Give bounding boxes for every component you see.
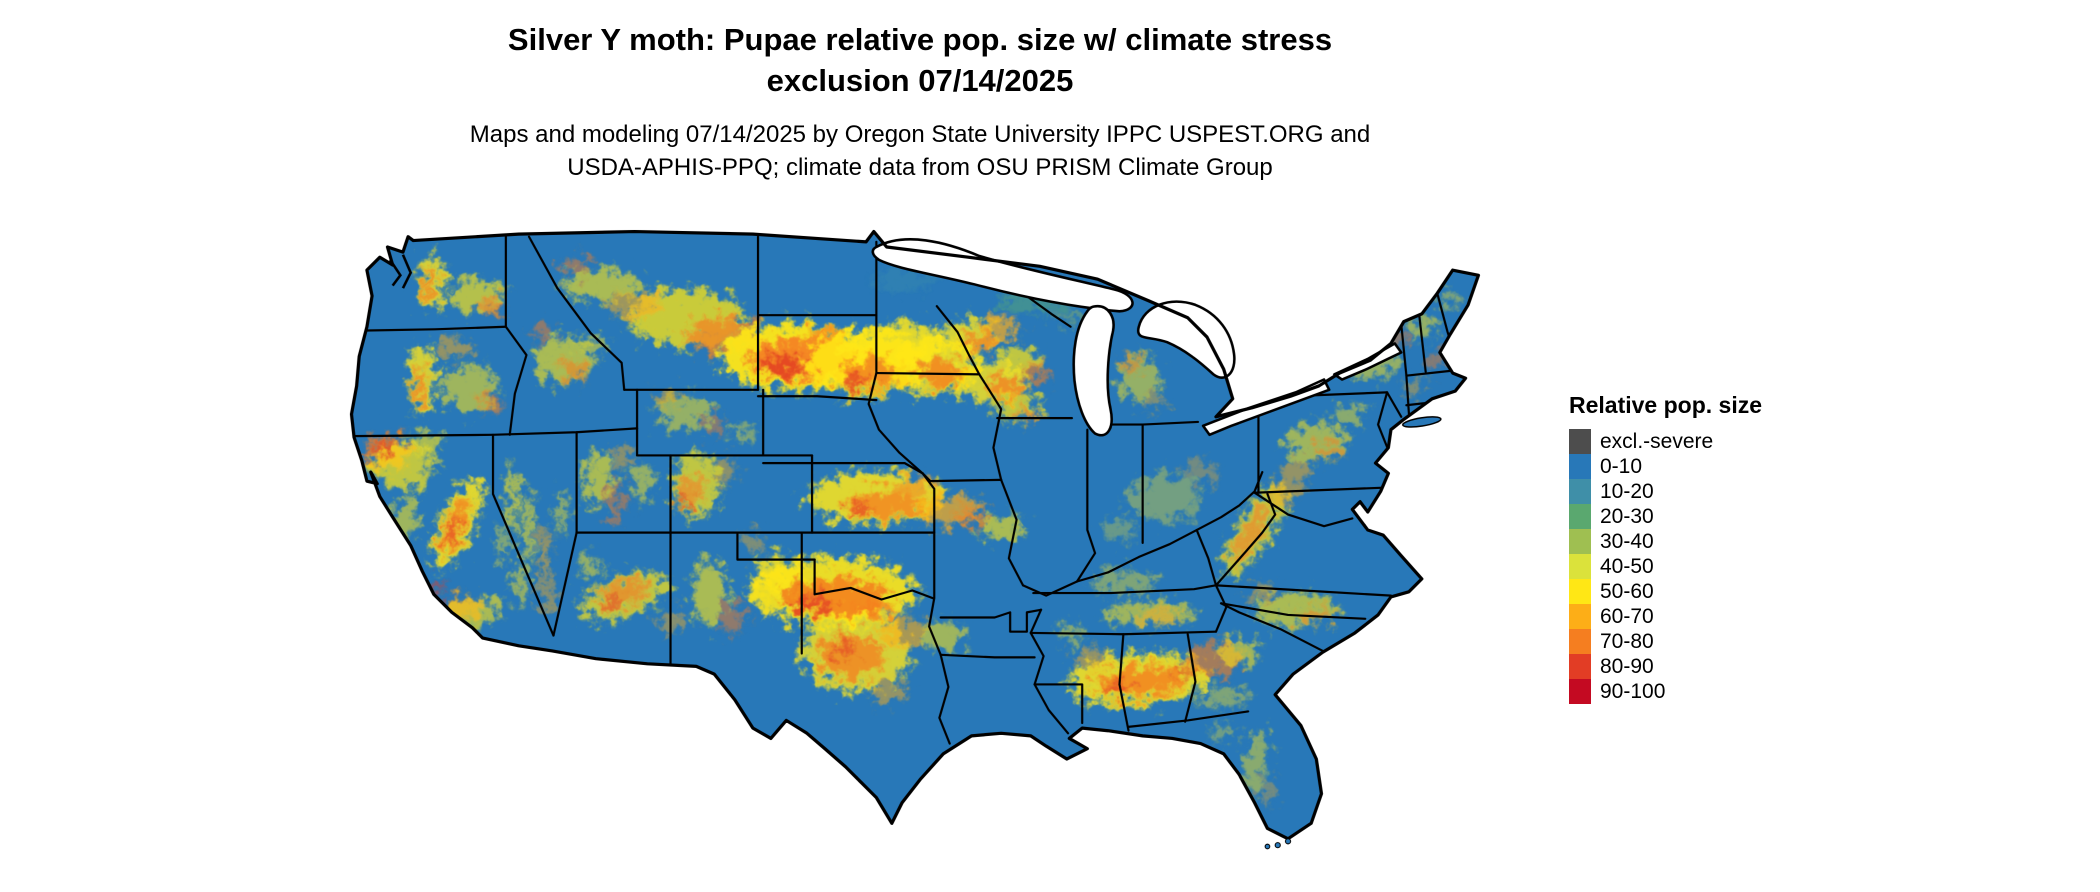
legend-swatch bbox=[1569, 629, 1591, 654]
legend-title: Relative pop. size bbox=[1569, 392, 1763, 418]
legend-label: 10-20 bbox=[1600, 480, 1654, 503]
puget-sound-icon bbox=[388, 254, 413, 289]
legend-item: 90-100 bbox=[1569, 679, 1762, 704]
legend-item: 40-50 bbox=[1569, 554, 1762, 579]
lake-michigan bbox=[1072, 304, 1115, 437]
conus-map-svg bbox=[349, 229, 1481, 850]
legend-swatch bbox=[1569, 504, 1591, 529]
figure-subtitle-line1: Maps and modeling 07/14/2025 by Oregon S… bbox=[469, 120, 1371, 148]
conus-map bbox=[300, 190, 1535, 870]
long-island bbox=[1401, 416, 1442, 428]
legend-item: 70-80 bbox=[1569, 629, 1762, 654]
legend-item: excl.-severe bbox=[1569, 429, 1762, 454]
legend-item: 20-30 bbox=[1569, 504, 1762, 529]
figure-header: Silver Y moth: Pupae relative pop. size … bbox=[150, 20, 1690, 185]
legend-swatch bbox=[1569, 479, 1591, 504]
legend-label: excl.-severe bbox=[1600, 430, 1714, 453]
figure-title-line2: exclusion 07/14/2025 bbox=[766, 62, 1074, 98]
legend-swatch bbox=[1569, 604, 1591, 629]
figure-title: Silver Y moth: Pupae relative pop. size … bbox=[150, 20, 1690, 102]
legend-label: 0-10 bbox=[1600, 455, 1643, 478]
legend-label: 80-90 bbox=[1600, 655, 1654, 678]
great-lakes bbox=[871, 238, 1403, 437]
legend-item: 80-90 bbox=[1569, 654, 1762, 679]
legend-label: 50-60 bbox=[1600, 580, 1654, 603]
legend-swatch bbox=[1569, 679, 1591, 704]
florida-keys bbox=[1264, 838, 1292, 850]
legend-item: 30-40 bbox=[1569, 529, 1762, 554]
legend-item: 60-70 bbox=[1569, 604, 1762, 629]
legend-label: 20-30 bbox=[1600, 505, 1654, 528]
figure-subtitle: Maps and modeling 07/14/2025 by Oregon S… bbox=[150, 118, 1690, 185]
legend-swatch bbox=[1569, 554, 1591, 579]
legend-label: 70-80 bbox=[1600, 630, 1654, 653]
legend-swatch bbox=[1569, 454, 1591, 479]
legend-label: 30-40 bbox=[1600, 530, 1654, 553]
legend: Relative pop. size excl.-severe 0-10 10-… bbox=[1569, 392, 1762, 704]
legend-label: 40-50 bbox=[1600, 555, 1654, 578]
map-hotspots bbox=[364, 254, 1458, 803]
legend-swatch bbox=[1569, 429, 1591, 454]
lake-huron bbox=[1136, 300, 1236, 379]
legend-label: 90-100 bbox=[1600, 680, 1666, 703]
figure-subtitle-line2: USDA-APHIS-PPQ; climate data from OSU PR… bbox=[567, 154, 1273, 182]
legend-label: 60-70 bbox=[1600, 605, 1654, 628]
lake-superior bbox=[871, 238, 1134, 313]
figure-title-line1: Silver Y moth: Pupae relative pop. size … bbox=[507, 22, 1333, 57]
legend-item: 0-10 bbox=[1569, 454, 1762, 479]
legend-swatch bbox=[1569, 654, 1591, 679]
legend-swatch bbox=[1569, 529, 1591, 554]
legend-item: 10-20 bbox=[1569, 479, 1762, 504]
legend-swatch bbox=[1569, 579, 1591, 604]
state-borders bbox=[352, 235, 1456, 745]
legend-item: 50-60 bbox=[1569, 579, 1762, 604]
